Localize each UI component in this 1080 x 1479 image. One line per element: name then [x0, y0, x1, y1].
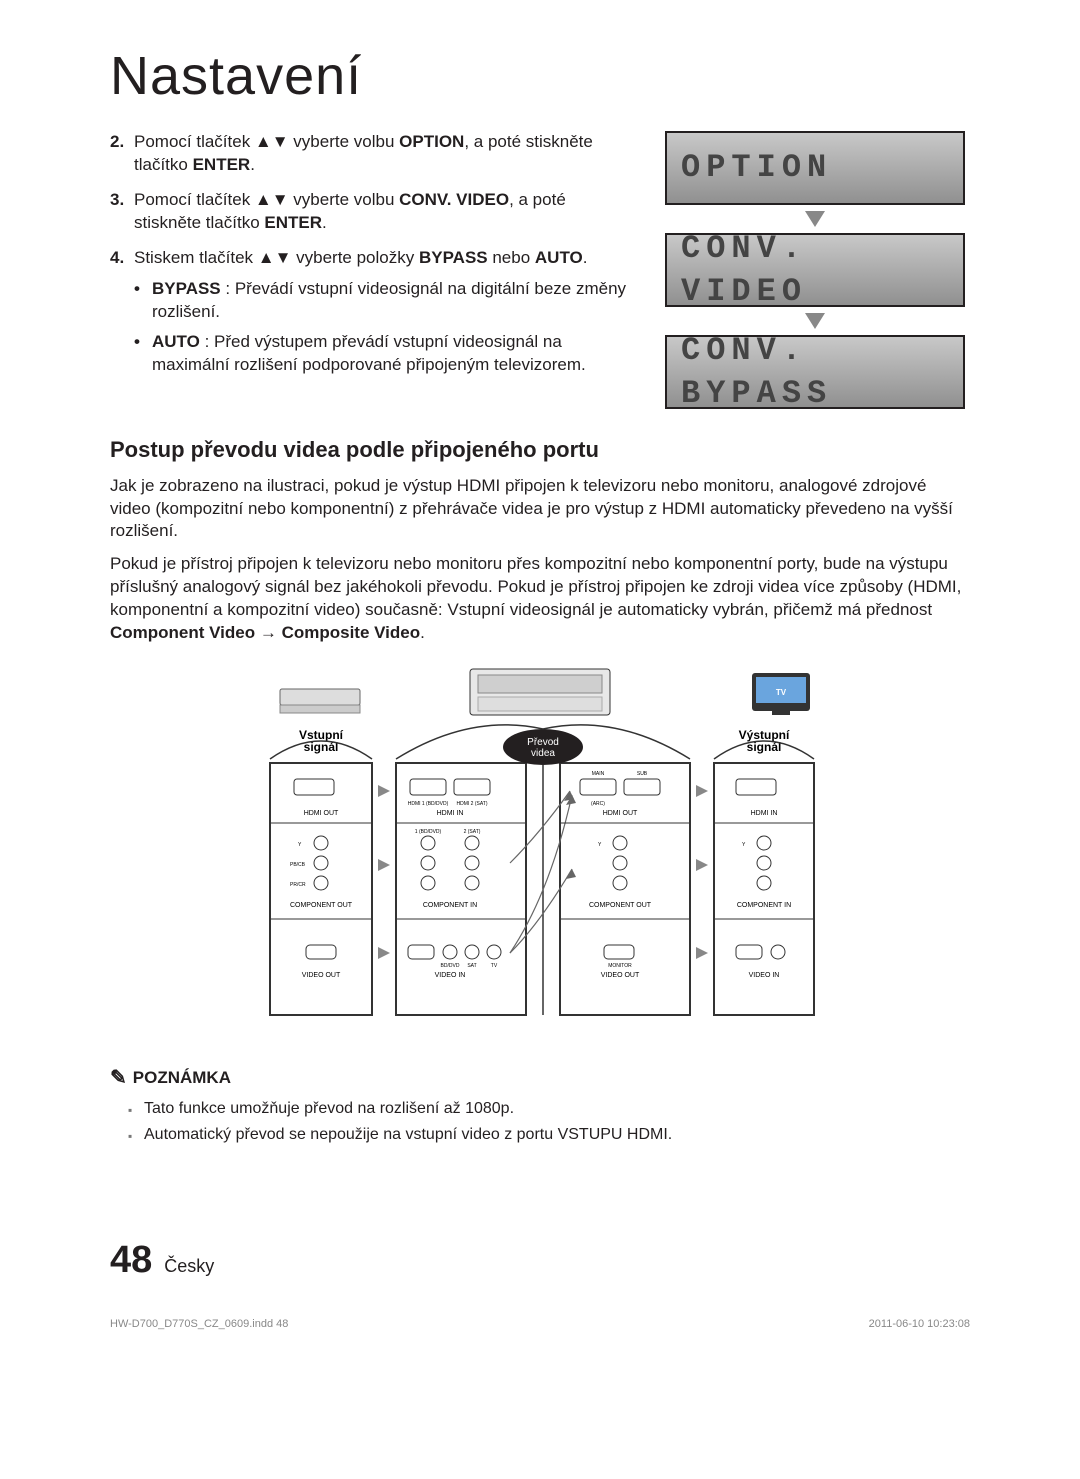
svg-text:COMPONENT OUT: COMPONENT OUT — [290, 902, 353, 909]
sub-list: BYPASS : Převádí vstupní videosignál na … — [134, 278, 632, 378]
svg-text:PB/CB: PB/CB — [290, 862, 306, 868]
convert-label-2: videa — [531, 748, 555, 759]
svg-text:VIDEO OUT: VIDEO OUT — [302, 972, 341, 979]
step-number: 2. — [110, 131, 124, 154]
page-language: Česky — [164, 1254, 214, 1278]
sub-item: AUTO : Před výstupem převádí vstupní vid… — [134, 331, 632, 377]
para-1: Jak je zobrazeno na ilustraci, pokud je … — [110, 475, 970, 544]
lcd-screen-1: OPTION — [665, 131, 965, 205]
svg-text:TV: TV — [491, 963, 498, 969]
lcd-screen-3: CONV. BYPASS — [665, 335, 965, 409]
svg-text:VIDEO IN: VIDEO IN — [749, 972, 780, 979]
step-item: 2. Pomocí tlačítek ▲▼ vyberte volbu OPTIO… — [110, 131, 632, 177]
section-heading: Postup převodu videa podle připojeného p… — [110, 435, 970, 465]
page-title: Nastavení — [110, 40, 970, 113]
printline-right: 2011-06-10 10:23:08 — [869, 1317, 970, 1332]
svg-text:Y: Y — [742, 842, 746, 848]
svg-text:1 (BD/DVD): 1 (BD/DVD) — [415, 829, 442, 835]
step-item: 4. Stiskem tlačítek ▲▼ vyberte položky BY… — [110, 247, 632, 378]
lcd-column: OPTION CONV. VIDEO CONV. BYPASS — [660, 131, 970, 409]
convert-label-1: Převod — [527, 737, 559, 748]
svg-text:HDMI OUT: HDMI OUT — [304, 810, 339, 817]
svg-text:MONITOR: MONITOR — [608, 963, 632, 969]
notes-list: Tato funkce umožňuje převod na rozlišení… — [128, 1098, 970, 1145]
svg-text:MAIN: MAIN — [592, 771, 605, 777]
printline-left: HW-D700_D770S_CZ_0609.indd 48 — [110, 1317, 288, 1332]
steps-column: 2. Pomocí tlačítek ▲▼ vyberte volbu OPTIO… — [110, 131, 632, 409]
note-icon: ✎ — [110, 1065, 127, 1092]
note-item: Tato funkce umožňuje převod na rozlišení… — [128, 1098, 970, 1120]
step-text: Pomocí tlačítek ▲▼ vyberte volbu CONV. V… — [134, 190, 566, 232]
step-number: 4. — [110, 247, 124, 270]
svg-text:2 (SAT): 2 (SAT) — [464, 829, 481, 835]
svg-text:HDMI 2 (SAT): HDMI 2 (SAT) — [456, 801, 487, 807]
svg-text:HDMI IN: HDMI IN — [437, 810, 464, 817]
svg-text:SUB: SUB — [637, 771, 648, 777]
print-line: HW-D700_D770S_CZ_0609.indd 48 2011-06-10… — [110, 1317, 970, 1332]
note-heading: ✎ POZNÁMKA — [110, 1065, 970, 1092]
para-2: Pokud je přístroj připojen k televizoru … — [110, 553, 970, 645]
top-row: 2. Pomocí tlačítek ▲▼ vyberte volbu OPTIO… — [110, 131, 970, 409]
svg-text:Y: Y — [598, 842, 602, 848]
svg-text:HDMI 1 (BD/DVD): HDMI 1 (BD/DVD) — [408, 801, 449, 807]
svg-text:PR/CR: PR/CR — [290, 882, 306, 888]
steps-list: 2. Pomocí tlačítek ▲▼ vyberte volbu OPTIO… — [110, 131, 632, 377]
sub-item: BYPASS : Převádí vstupní videosignál na … — [134, 278, 632, 324]
lcd-screen-2: CONV. VIDEO — [665, 233, 965, 307]
diagram: TV Vstupnísignál Výstupnísignál Převod v… — [110, 663, 970, 1043]
svg-text:COMPONENT IN: COMPONENT IN — [737, 902, 791, 909]
step-number: 3. — [110, 189, 124, 212]
page-footer: 48 Česky — [110, 1235, 970, 1286]
tv-label: TV — [776, 688, 787, 697]
para-2c: . — [420, 623, 425, 642]
svg-text:Y: Y — [298, 842, 302, 848]
svg-text:HDMI IN: HDMI IN — [751, 810, 778, 817]
lcd-stack: OPTION CONV. VIDEO CONV. BYPASS — [660, 131, 970, 409]
arrow-down-icon — [805, 313, 825, 329]
svg-text:COMPONENT OUT: COMPONENT OUT — [589, 902, 652, 909]
svg-text:HDMI OUT: HDMI OUT — [603, 810, 638, 817]
svg-text:VIDEO IN: VIDEO IN — [435, 972, 466, 979]
para-2b: Component Video → Composite Video — [110, 623, 420, 642]
row-hdmi: HDMI OUT HDMI 1 (BD/DVD) HDMI 2 (SAT) HD… — [294, 771, 777, 817]
page-number: 48 — [110, 1235, 152, 1286]
para-2a: Pokud je přístroj připojen k televizoru … — [110, 554, 961, 619]
note-heading-text: POZNÁMKA — [133, 1067, 231, 1090]
step-item: 3. Pomocí tlačítek ▲▼ vyberte volbu CONV.… — [110, 189, 632, 235]
video-conversion-diagram: TV Vstupnísignál Výstupnísignál Převod v… — [220, 663, 860, 1043]
step-text: Pomocí tlačítek ▲▼ vyberte volbu OPTION,… — [134, 132, 593, 174]
arrow-down-icon — [805, 211, 825, 227]
step-text: Stiskem tlačítek ▲▼ vyberte položky BYPA… — [134, 248, 587, 267]
note-item: Automatický převod se nepoužije na vstup… — [128, 1124, 970, 1146]
svg-text:COMPONENT IN: COMPONENT IN — [423, 902, 477, 909]
svg-text:VIDEO OUT: VIDEO OUT — [601, 972, 640, 979]
svg-text:SAT: SAT — [467, 963, 476, 969]
svg-text:(ARC): (ARC) — [591, 801, 605, 807]
svg-text:BD/DVD: BD/DVD — [441, 963, 460, 969]
